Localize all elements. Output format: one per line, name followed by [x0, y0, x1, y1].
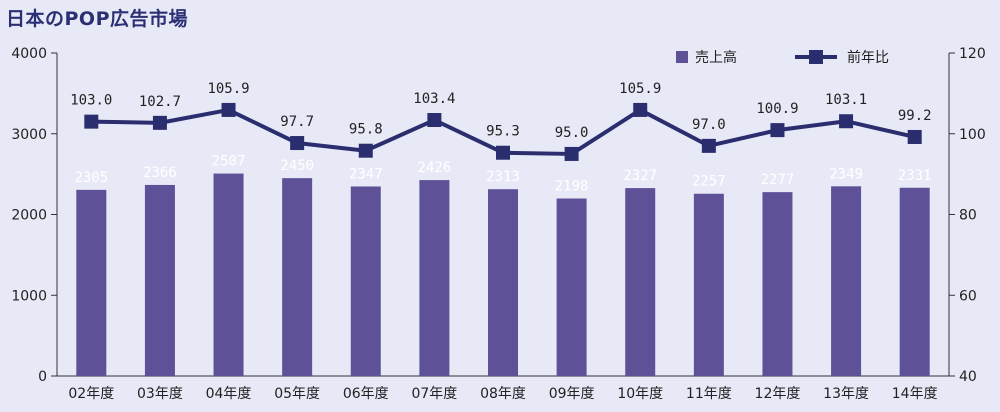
bar-05年度	[282, 178, 313, 376]
y-right-tick-label: 60	[959, 288, 977, 304]
x-tick-label: 09年度	[549, 386, 595, 402]
x-tick-label: 07年度	[411, 386, 457, 402]
line-point-07年度	[427, 113, 442, 128]
bar-07年度	[419, 180, 450, 376]
bar-value-label: 2507	[212, 154, 246, 170]
y-right-tick-label: 80	[959, 208, 977, 224]
y-left-tick-label: 0	[38, 369, 47, 385]
bar-value-label: 2198	[555, 179, 589, 195]
line-value-label: 95.3	[486, 124, 520, 140]
bar-06年度	[350, 186, 381, 376]
bar-value-label: 2257	[692, 174, 726, 190]
bar-value-label: 2305	[74, 170, 108, 186]
line-point-05年度	[290, 136, 305, 151]
y-right-tick-label: 120	[959, 46, 986, 62]
line-value-label: 103.0	[70, 93, 112, 109]
line-value-label: 103.1	[825, 92, 867, 108]
line-point-10年度	[633, 102, 648, 117]
x-tick-label: 04年度	[206, 386, 252, 402]
bar-13年度	[831, 186, 862, 376]
line-point-02年度	[84, 114, 99, 129]
line-value-label: 95.8	[349, 122, 383, 138]
line-value-label: 103.4	[413, 91, 455, 107]
bar-value-label: 2327	[623, 168, 657, 184]
x-tick-label: 03年度	[137, 386, 183, 402]
bar-14年度	[899, 187, 930, 376]
x-tick-label: 11年度	[686, 386, 732, 402]
line-point-04年度	[221, 102, 236, 117]
x-tick-label: 06年度	[343, 386, 389, 402]
chart-title: 日本のPOP広告市場	[6, 8, 189, 30]
bar-03年度	[144, 184, 175, 376]
y-left-tick-label: 4000	[11, 46, 47, 62]
line-value-label: 105.9	[207, 81, 249, 97]
y-left-tick-label: 3000	[11, 127, 47, 143]
line-point-06年度	[358, 143, 373, 158]
bar-value-label: 2366	[143, 165, 177, 181]
y-left-tick-label: 2000	[11, 208, 47, 224]
x-tick-label: 14年度	[892, 386, 938, 402]
x-tick-label: 02年度	[68, 386, 114, 402]
bar-value-label: 2426	[418, 160, 452, 176]
bar-value-label: 2277	[761, 172, 795, 188]
y-right-tick-label: 100	[959, 127, 986, 143]
line-value-label: 99.2	[898, 108, 932, 124]
line-value-label: 102.7	[139, 94, 181, 110]
bar-value-label: 2349	[829, 166, 863, 182]
bar-09年度	[556, 198, 587, 376]
line-point-09年度	[564, 146, 579, 161]
legend-line-label: 前年比	[847, 49, 889, 66]
x-tick-label: 12年度	[755, 386, 801, 402]
x-tick-label: 05年度	[274, 386, 320, 402]
line-point-08年度	[496, 145, 510, 160]
x-tick-label: 10年度	[617, 386, 663, 402]
bar-04年度	[213, 173, 244, 376]
line-value-label: 95.0	[555, 125, 589, 141]
legend-bar-label: 売上高	[695, 49, 737, 66]
x-tick-label: 13年度	[823, 386, 869, 402]
line-point-13年度	[839, 114, 854, 129]
line-value-label: 105.9	[619, 81, 661, 97]
bar-value-label: 2313	[486, 169, 520, 185]
legend-line-marker	[809, 50, 823, 64]
line-point-11年度	[701, 138, 716, 153]
bar-10年度	[625, 188, 656, 376]
y-left-tick-label: 1000	[11, 288, 47, 304]
line-value-label: 97.0	[692, 117, 726, 133]
line-point-14年度	[907, 129, 922, 144]
bar-value-label: 2331	[898, 168, 932, 184]
bar-08年度	[488, 189, 518, 376]
legend-bar-swatch	[676, 51, 688, 63]
bar-value-label: 2450	[280, 158, 314, 174]
y-right-tick-label: 40	[959, 369, 977, 385]
x-tick-label: 08年度	[480, 386, 526, 402]
bar-12年度	[762, 192, 793, 376]
line-value-label: 97.7	[280, 114, 314, 130]
bar-02年度	[76, 189, 107, 376]
line-point-12年度	[770, 123, 785, 138]
bar-11年度	[693, 193, 724, 376]
line-value-label: 100.9	[756, 101, 798, 117]
bar-value-label: 2347	[349, 166, 383, 182]
line-point-03年度	[152, 115, 167, 130]
